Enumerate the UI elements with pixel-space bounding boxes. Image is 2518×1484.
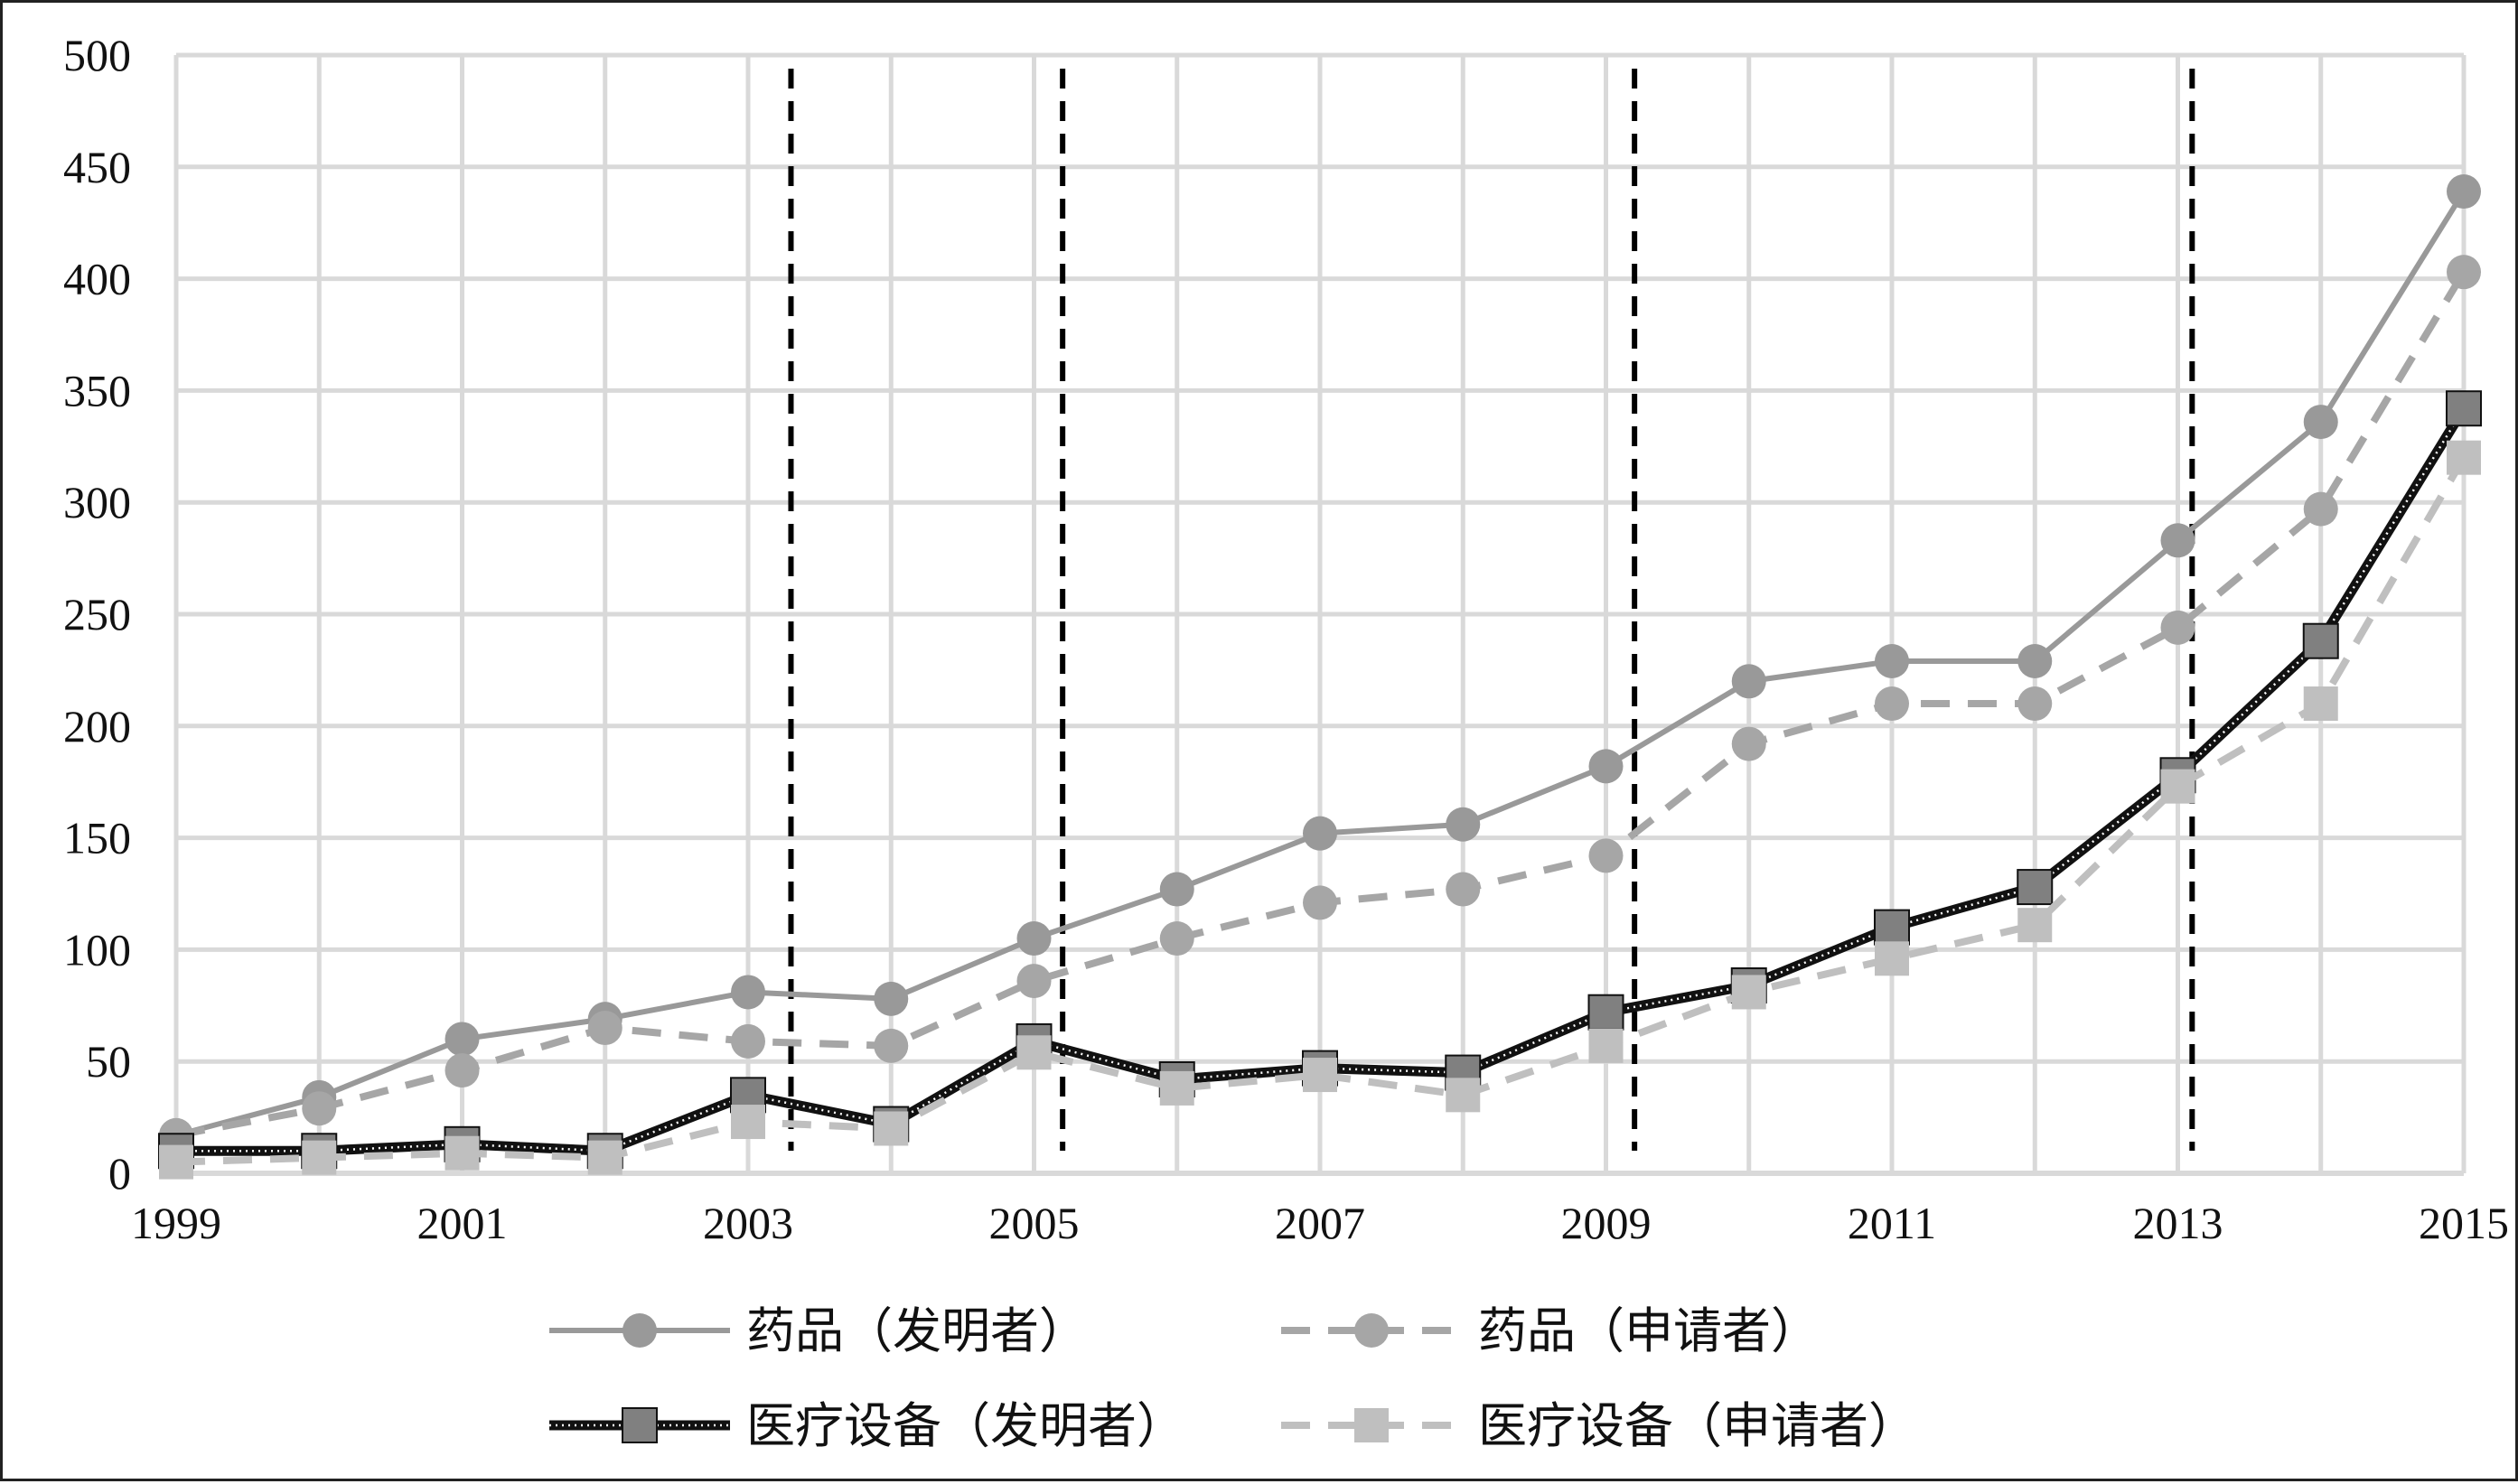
series-group [158,174,2482,1180]
data-point [874,981,909,1016]
data-point [731,1023,765,1059]
data-point [1016,921,1052,957]
y-axis-tick-labels: 0 50 100 150 200 250 300 350 400 450 500 [63,30,131,1199]
legend-item-3: 医疗设备（发明者） [549,1397,1185,1454]
series-line-dots [176,407,2466,1153]
data-point [2446,390,2482,427]
data-point [874,1111,909,1146]
legend-marker [622,1407,658,1443]
legend-label: 药品（发明者） [746,1302,1088,1359]
data-point [2303,686,2338,722]
data-point [587,1140,622,1175]
data-point [1731,664,1766,699]
data-point [2303,405,2338,440]
y-tick-label: 150 [63,813,131,863]
y-tick-label: 300 [63,477,131,527]
data-point [1587,994,1624,1031]
data-point [2447,440,2481,475]
y-tick-label: 50 [86,1036,131,1087]
x-tick-label: 2011 [1848,1198,1936,1248]
data-point [874,1028,909,1063]
legend-item-2: 药品（申请者） [1281,1302,1820,1359]
legend-item-1: 药品（发明者） [549,1302,1088,1359]
data-point [1446,872,1481,907]
data-point [1731,975,1766,1010]
data-point [1731,726,1766,761]
x-axis-tick-labels: 1999 2001 2003 2005 2007 2009 2011 2013 2015 [131,1198,2509,1248]
data-point [1159,921,1194,957]
grid [173,52,2467,1176]
data-point [2017,869,2054,906]
data-point [159,1144,193,1180]
legend: 药品（发明者） 药品（申请者） 医疗设备（发明者） 医疗设备（申请者） [549,1302,1917,1454]
data-point [587,1011,622,1046]
data-point [731,975,765,1010]
data-point [1159,872,1194,907]
data-point [1446,1078,1481,1113]
x-tick-label: 2015 [2419,1198,2509,1248]
legend-label: 药品（申请者） [1478,1302,1820,1359]
data-point [2160,769,2195,804]
x-tick-label: 2001 [417,1198,508,1248]
data-point [2160,610,2195,645]
legend-label: 医疗设备（申请者） [1478,1397,1917,1454]
series-line [175,455,2467,1166]
data-point [2447,174,2481,210]
data-point [2017,686,2053,722]
data-point [2447,255,2481,290]
data-point [1303,885,1337,920]
data-point [445,1053,480,1088]
legend-marker [1354,1313,1389,1348]
data-point [731,1105,765,1140]
y-tick-label: 100 [63,924,131,975]
reference-lines [788,69,2195,1151]
data-point [1303,1058,1337,1093]
data-point [1588,1028,1624,1063]
y-tick-label: 200 [63,701,131,751]
data-point [1588,749,1624,784]
data-point [2160,523,2195,558]
y-tick-label: 0 [108,1148,131,1199]
legend-label: 医疗设备（发明者） [746,1397,1185,1454]
data-point [1303,816,1337,851]
data-point [1446,807,1481,842]
y-tick-label: 400 [63,254,131,304]
data-point [1875,941,1909,976]
data-point [1875,643,1909,678]
data-point [1159,1070,1194,1106]
series-4 [159,440,2481,1180]
x-tick-label: 1999 [131,1198,221,1248]
x-tick-label: 2013 [2133,1198,2223,1248]
data-point [302,1140,337,1175]
data-point [1875,686,1909,722]
data-point [445,1022,480,1057]
data-point [2017,643,2053,678]
x-tick-label: 2009 [1561,1198,1652,1248]
x-tick-label: 2003 [703,1198,793,1248]
data-point [1016,964,1052,999]
data-point [445,1135,480,1171]
y-tick-label: 450 [63,142,131,192]
x-tick-label: 2007 [1275,1198,1365,1248]
data-point [2017,908,2053,943]
data-point [2303,491,2338,527]
y-tick-label: 350 [63,365,131,415]
data-point [302,1091,337,1126]
data-point [1588,838,1624,873]
x-tick-label: 2005 [989,1198,1080,1248]
legend-marker [1354,1408,1389,1442]
legend-item-4: 医疗设备（申请者） [1281,1397,1917,1454]
series-2 [159,255,2481,1153]
data-point [1874,909,1910,946]
y-tick-label: 250 [63,589,131,639]
legend-marker [622,1313,657,1348]
data-point [2302,622,2339,659]
y-tick-label: 500 [63,30,131,80]
line-chart: 0 50 100 150 200 250 300 350 400 450 500 1999 2001 2… [63,30,2509,1454]
data-point [1016,1035,1052,1070]
